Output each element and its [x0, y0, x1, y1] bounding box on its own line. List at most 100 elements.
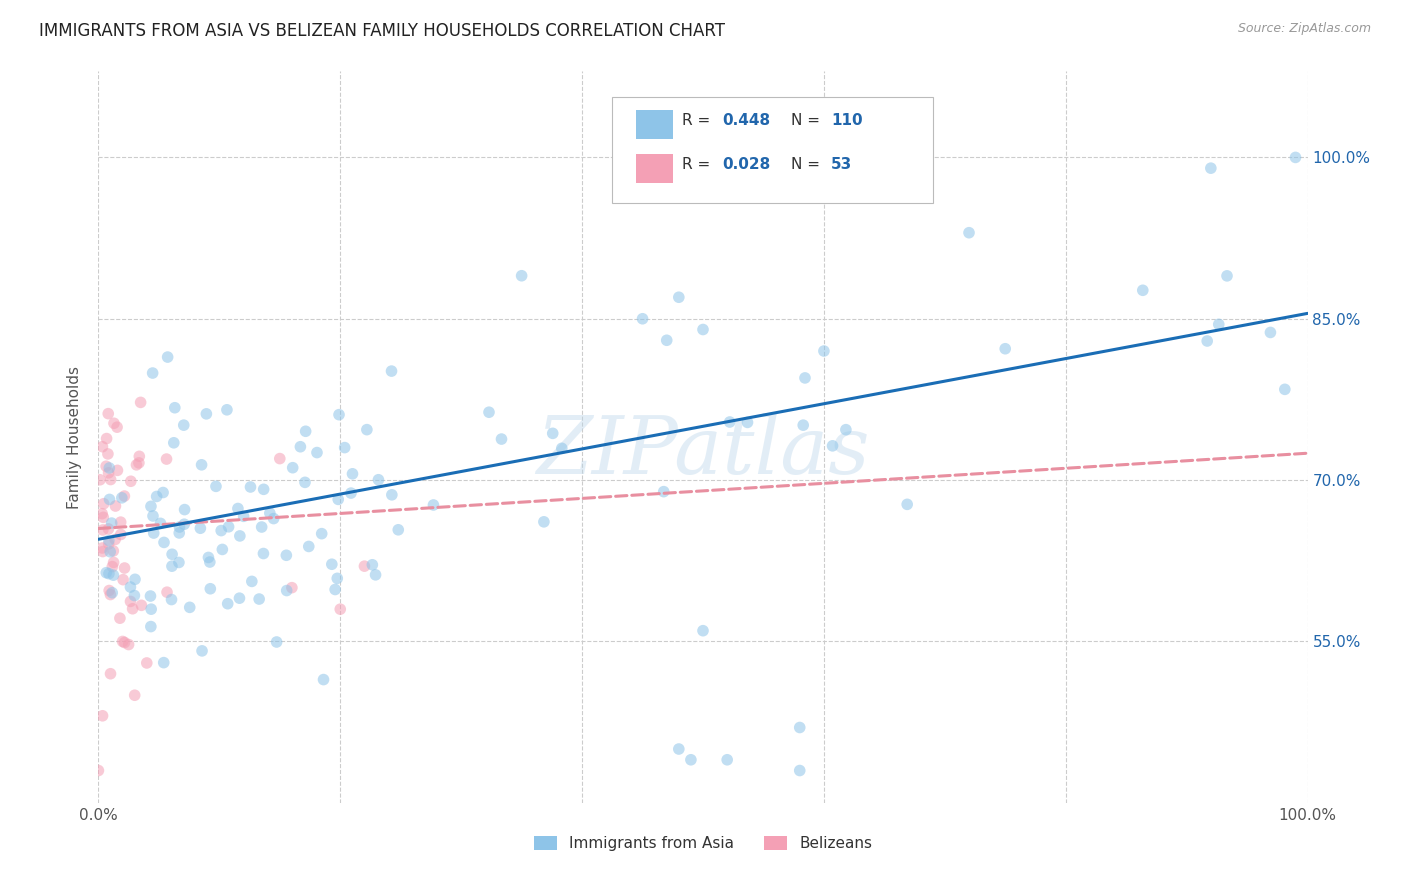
Point	[160, 559, 183, 574]
Text: 53: 53	[831, 157, 852, 172]
Point	[232, 509, 254, 524]
Point	[340, 486, 363, 500]
Point	[367, 473, 389, 487]
Point	[1208, 318, 1230, 332]
Point	[294, 475, 316, 490]
Point	[98, 583, 121, 598]
Point	[103, 568, 125, 582]
Point	[160, 592, 183, 607]
Point	[97, 566, 120, 581]
Legend: Immigrants from Asia, Belizeans: Immigrants from Asia, Belizeans	[527, 830, 879, 857]
Point	[290, 440, 312, 454]
Point	[152, 656, 174, 670]
Point	[631, 311, 654, 326]
Point	[198, 555, 221, 569]
Point	[380, 364, 402, 378]
Point	[110, 515, 132, 529]
Point	[91, 544, 114, 558]
Text: R =: R =	[682, 157, 716, 172]
Point	[120, 594, 142, 608]
Point	[160, 547, 183, 561]
Y-axis label: Family Households: Family Households	[67, 366, 83, 508]
Point	[718, 415, 741, 429]
Point	[1199, 161, 1222, 176]
Point	[124, 589, 146, 603]
Point	[247, 592, 270, 607]
Point	[103, 417, 125, 431]
Point	[98, 492, 121, 507]
Point	[128, 456, 150, 470]
Point	[100, 588, 122, 602]
Point	[1197, 334, 1219, 348]
Point	[97, 466, 120, 480]
Point	[129, 395, 152, 409]
Point	[87, 764, 110, 778]
Point	[229, 529, 252, 543]
Point	[104, 533, 127, 547]
Point	[169, 520, 191, 534]
Point	[250, 520, 273, 534]
Point	[789, 764, 811, 778]
Point	[96, 566, 118, 580]
Point	[323, 582, 346, 597]
Point	[263, 511, 285, 525]
Point	[91, 541, 114, 555]
Text: Source: ZipAtlas.com: Source: ZipAtlas.com	[1237, 22, 1371, 36]
Point	[1216, 268, 1239, 283]
Point	[98, 545, 121, 559]
Point	[91, 507, 114, 521]
Point	[97, 533, 120, 548]
Point	[139, 589, 162, 603]
Point	[200, 582, 222, 596]
Point	[896, 497, 918, 511]
Point	[101, 585, 124, 599]
Point	[281, 581, 304, 595]
Point	[478, 405, 501, 419]
Point	[114, 635, 136, 649]
Point	[108, 611, 131, 625]
Point	[93, 497, 115, 511]
Point	[692, 624, 714, 638]
Point	[149, 516, 172, 531]
Point	[692, 322, 714, 336]
Point	[737, 416, 759, 430]
Point	[510, 268, 533, 283]
Point	[821, 439, 844, 453]
Point	[668, 742, 690, 756]
Point	[329, 602, 352, 616]
Text: 110: 110	[831, 113, 863, 128]
Point	[191, 644, 214, 658]
Point	[167, 525, 190, 540]
FancyBboxPatch shape	[637, 110, 672, 139]
Point	[103, 544, 125, 558]
Point	[94, 459, 117, 474]
Point	[281, 460, 304, 475]
Point	[97, 522, 120, 536]
Point	[1260, 326, 1282, 340]
Point	[89, 473, 111, 487]
Point	[163, 435, 186, 450]
Point	[155, 452, 177, 467]
Point	[328, 492, 350, 507]
Text: ZIPatlas: ZIPatlas	[536, 413, 870, 491]
Point	[381, 488, 404, 502]
Point	[173, 502, 195, 516]
Point	[387, 523, 409, 537]
Point	[135, 656, 157, 670]
Point	[179, 600, 201, 615]
Point	[541, 426, 564, 441]
Point	[652, 484, 675, 499]
Point	[91, 523, 114, 537]
Point	[294, 424, 316, 438]
Point	[259, 506, 281, 520]
Point	[276, 583, 298, 598]
Point	[139, 619, 162, 633]
Point	[117, 638, 139, 652]
Point	[333, 441, 356, 455]
Point	[100, 473, 122, 487]
Point	[124, 688, 146, 702]
Point	[252, 547, 274, 561]
Point	[364, 567, 387, 582]
Point	[253, 483, 276, 497]
Point	[1274, 382, 1296, 396]
